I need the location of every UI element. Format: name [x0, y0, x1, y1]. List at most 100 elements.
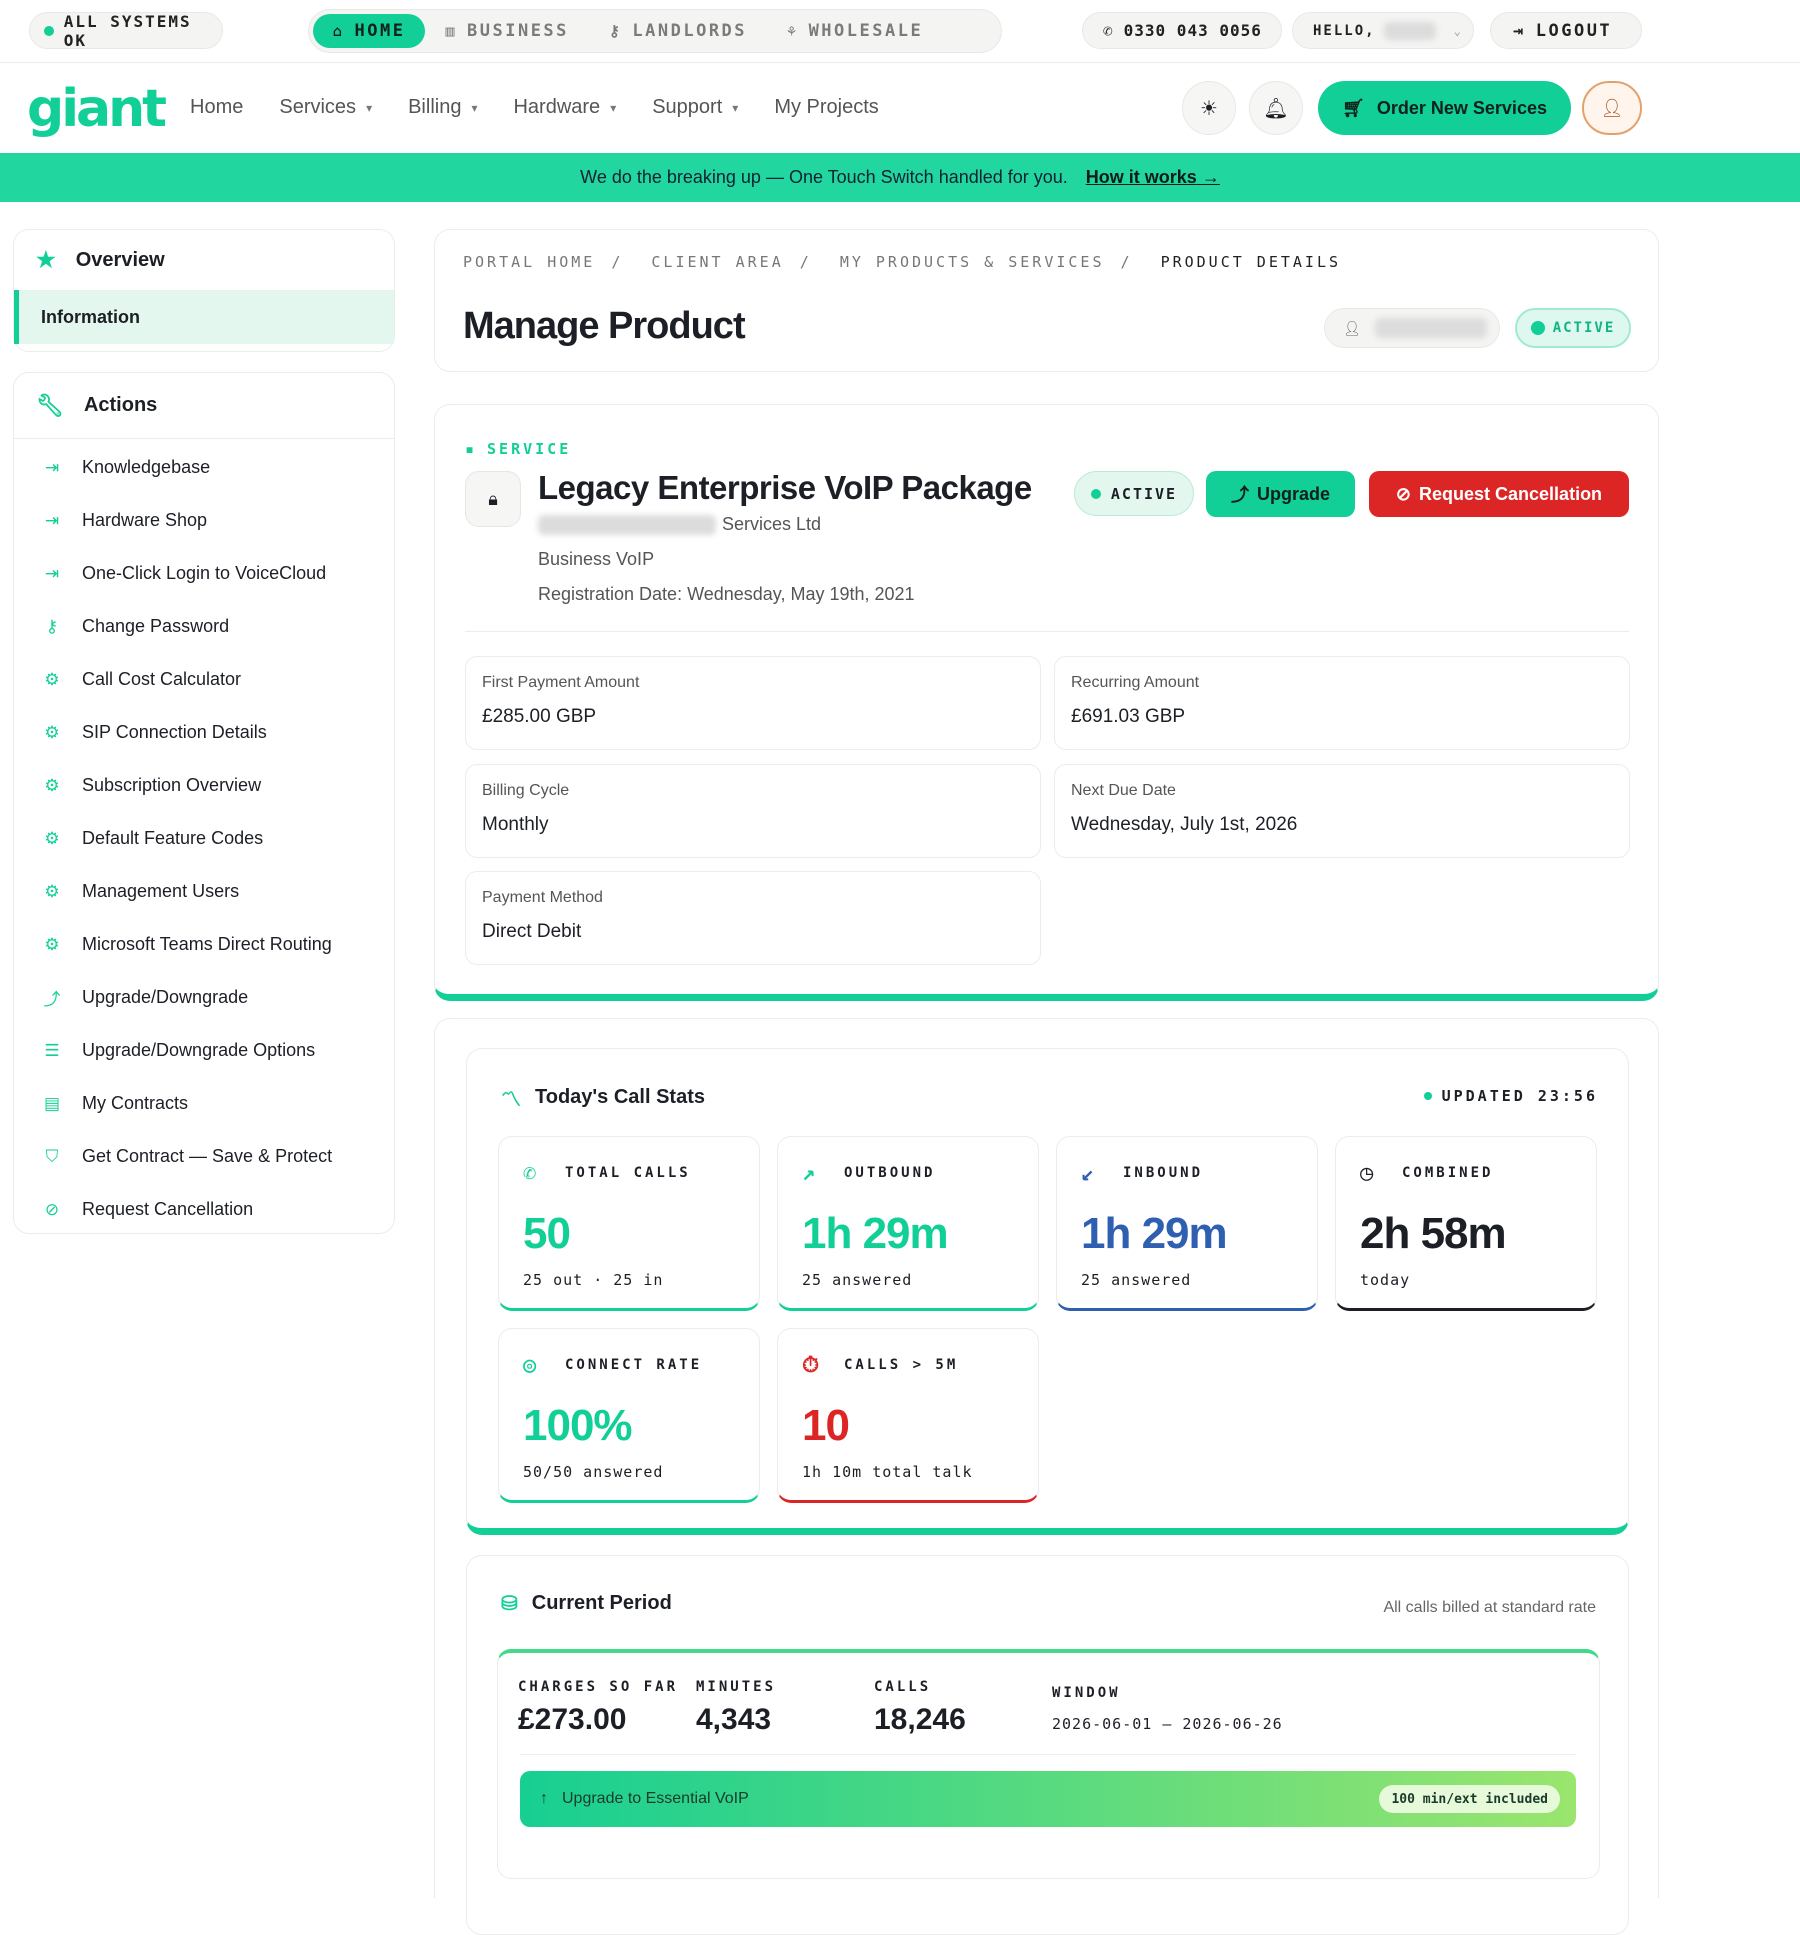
redacted-company-name: [538, 514, 716, 535]
account-holder-chip: 👤︎: [1324, 308, 1500, 348]
status-dot-icon: [1090, 488, 1101, 499]
tab-landlords[interactable]: ⚷ LANDLORDS: [608, 21, 748, 41]
cogs-icon: ⚙: [44, 669, 60, 689]
sidebar-item-sip-connection[interactable]: ⚙ SIP Connection Details: [14, 706, 394, 759]
notifications-button[interactable]: 🔔︎: [1249, 81, 1303, 135]
arrow-up-icon: ⤴: [1230, 485, 1249, 505]
call-stats-card: 〽 Today's Call Stats UPDATED 23:56 ✆ TOTA…: [466, 1048, 1629, 1535]
sidebar-item-request-cancellation[interactable]: ⊘ Request Cancellation: [14, 1183, 394, 1236]
menu-my-projects[interactable]: My Projects: [774, 96, 879, 118]
chart-line-icon: 〽: [501, 1089, 521, 1111]
page-header-card: PORTAL HOME / CLIENT AREA / MY PRODUCTS & …: [434, 229, 1659, 372]
star-icon: ★: [36, 247, 56, 272]
user-menu[interactable]: HELLO, ⌄: [1292, 12, 1474, 49]
sidebar-item-information[interactable]: Information: [14, 290, 394, 344]
phone-icon: ✆: [523, 1160, 540, 1186]
menu-hardware[interactable]: Hardware ▾: [513, 96, 617, 118]
user-icon: 👤︎: [1343, 319, 1361, 336]
menu-billing[interactable]: Billing ▾: [408, 96, 478, 118]
sidebar-item-my-contracts[interactable]: ▤ My Contracts: [14, 1077, 394, 1130]
system-status-badge: ALL SYSTEMS OK: [29, 11, 223, 50]
login-icon: ⇥: [44, 457, 60, 477]
stats-updated: UPDATED 23:56: [1423, 1087, 1598, 1105]
logout-icon: ⇥: [1513, 20, 1526, 41]
breadcrumb-client-area[interactable]: CLIENT AREA: [651, 253, 784, 271]
tab-home[interactable]: ⌂ HOME: [313, 14, 426, 48]
logout-button[interactable]: ⇥ LOGOUT: [1490, 12, 1642, 49]
sidebar-item-knowledgebase[interactable]: ⇥ Knowledgebase: [14, 441, 394, 494]
chevron-down-icon: ▾: [366, 100, 373, 115]
period-summary: CHARGES SO FAR £273.00 MINUTES 4,343 CAL…: [497, 1649, 1600, 1879]
divider: [520, 1754, 1576, 1755]
payment-method-box: Payment Method Direct Debit: [465, 871, 1041, 965]
service-status-badge: ACTIVE: [1074, 471, 1194, 516]
sidebar-item-hardware-shop[interactable]: ⇥ Hardware Shop: [14, 494, 394, 547]
service-name: Legacy Enterprise VoIP Package: [538, 469, 1032, 506]
sidebar-item-voicecloud-login[interactable]: ⇥ One-Click Login to VoiceCloud: [14, 547, 394, 600]
key-icon: ⚷: [45, 616, 59, 636]
sidebar-item-call-cost-calculator[interactable]: ⚙ Call Cost Calculator: [14, 653, 394, 706]
breadcrumb-portal-home[interactable]: PORTAL HOME: [463, 253, 596, 271]
redacted-username: [1383, 21, 1436, 40]
menu-services[interactable]: Services ▾: [279, 96, 373, 118]
billing-cycle-box: Billing Cycle Monthly: [465, 764, 1041, 858]
window-metric: WINDOW 2026-06-01 — 2026-06-26: [1052, 1685, 1283, 1733]
registration-date: Registration Date: Wednesday, May 19th, …: [538, 584, 915, 604]
chevron-down-icon: ▾: [732, 100, 739, 115]
service-card: ▪ SERVICE 🔒︎ Legacy Enterprise VoIP Packa…: [434, 404, 1659, 1001]
how-it-works-link[interactable]: How it works →: [1085, 167, 1220, 187]
breadcrumb-products-services[interactable]: MY PRODUCTS & SERVICES: [839, 253, 1105, 271]
cogs-icon: ⚙: [44, 881, 60, 901]
menu-home[interactable]: Home: [190, 96, 244, 118]
coins-icon: ⛁: [501, 1593, 518, 1615]
stat-calls-over-5m: ⏱ CALLS > 5M 10 1h 10m total talk: [777, 1328, 1039, 1503]
menu-support[interactable]: Support ▾: [652, 96, 739, 118]
upgrade-icon: ⤴: [43, 990, 61, 1009]
top-utility-bar: ALL SYSTEMS OK ⌂ HOME ▥ BUSINESS ⚷ LANDLORD…: [0, 0, 1800, 63]
site-section-tabs: ⌂ HOME ▥ BUSINESS ⚷ LANDLORDS ⚘ WHOLESALE: [308, 9, 1002, 53]
sidebar-item-teams-routing[interactable]: ⚙ Microsoft Teams Direct Routing: [14, 918, 394, 971]
breadcrumb-product-details: PRODUCT DETAILS: [1160, 253, 1342, 271]
sidebar-item-management-users[interactable]: ⚙ Management Users: [14, 865, 394, 918]
shield-icon: ⛉: [45, 1146, 59, 1166]
page-title: Manage Product: [463, 305, 746, 347]
user-cog-icon: 👤︎: [1600, 97, 1624, 118]
chevron-down-icon: ⌄: [1453, 23, 1463, 38]
account-avatar-button[interactable]: 👤︎: [1582, 81, 1642, 135]
system-status-text: ALL SYSTEMS OK: [63, 11, 192, 50]
current-period-card: ⛁ Current Period All calls billed at sta…: [466, 1555, 1629, 1935]
target-icon: ◎: [523, 1352, 540, 1378]
login-icon: ⇥: [44, 510, 60, 530]
usage-panel: 〽 Today's Call Stats UPDATED 23:56 ✆ TOTA…: [434, 1018, 1659, 1935]
sidebar-item-get-contract[interactable]: ⛉ Get Contract — Save & Protect: [14, 1130, 394, 1183]
sidebar-item-subscription-overview[interactable]: ⚙ Subscription Overview: [14, 759, 394, 812]
service-company: Services Ltd: [538, 514, 821, 535]
breadcrumb: PORTAL HOME / CLIENT AREA / MY PRODUCTS & …: [463, 253, 1342, 271]
tab-business[interactable]: ▥ BUSINESS: [445, 21, 569, 41]
sidebar-item-upgrade-downgrade[interactable]: ⤴ Upgrade/Downgrade: [14, 971, 394, 1024]
sidebar-item-change-password[interactable]: ⚷ Change Password: [14, 600, 394, 653]
sidebar-actions-panel: 🔧︎ Actions ⇥ Knowledgebase ⇥ Hardware Shop…: [13, 372, 395, 1234]
document-icon: ▤: [43, 1093, 61, 1113]
first-payment-box: First Payment Amount £285.00 GBP: [465, 656, 1041, 750]
sidebar-item-upgrade-options[interactable]: ☰ Upgrade/Downgrade Options: [14, 1024, 394, 1077]
upgrade-button[interactable]: ⤴ Upgrade: [1206, 471, 1355, 517]
order-new-services-button[interactable]: 🛒︎ Order New Services: [1318, 81, 1571, 135]
giant-logo[interactable]: giant: [27, 79, 167, 139]
request-cancellation-button[interactable]: ⊘ Request Cancellation: [1369, 471, 1629, 517]
building-icon: ▥: [445, 22, 458, 40]
ban-icon: ⊘: [1395, 483, 1412, 504]
cogs-icon: ⚙: [44, 775, 60, 795]
status-dot-icon: [44, 25, 54, 36]
main-menu: Home Services ▾ Billing ▾ Hardware ▾ Suppor…: [190, 96, 915, 119]
included-minutes-badge: 100 min/ext included: [1379, 1785, 1560, 1813]
stopwatch-icon: ⏱: [802, 1352, 823, 1378]
phone-link[interactable]: ✆ 0330 043 0056: [1082, 12, 1282, 49]
sidebar-item-feature-codes[interactable]: ⚙ Default Feature Codes: [14, 812, 394, 865]
billing-note: All calls billed at standard rate: [1383, 1599, 1596, 1616]
divider: [465, 631, 1629, 632]
theme-toggle-button[interactable]: ☀: [1182, 81, 1236, 135]
stat-total-calls: ✆ TOTAL CALLS 50 25 out · 25 in: [498, 1136, 760, 1311]
tab-wholesale[interactable]: ⚘ WHOLESALE: [787, 21, 924, 41]
upgrade-suggestion-bar[interactable]: ↑ Upgrade to Essential VoIP 100 min/ext …: [520, 1771, 1576, 1827]
